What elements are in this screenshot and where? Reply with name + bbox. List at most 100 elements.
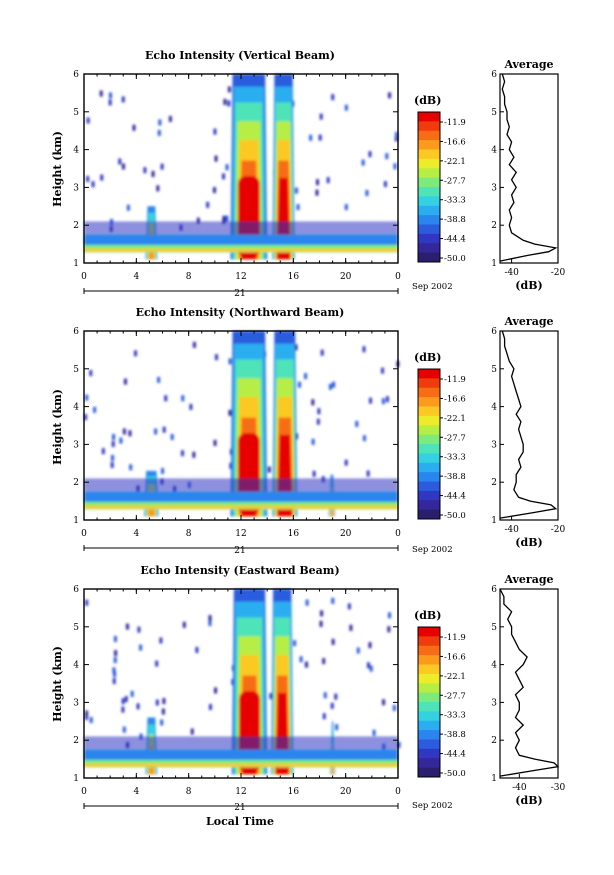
- echo-speckle: [162, 698, 166, 705]
- echo-speckle: [100, 174, 104, 181]
- echo-speckle: [356, 647, 360, 654]
- y-tick-label: 4: [73, 661, 79, 671]
- echo-speckle: [121, 163, 125, 170]
- x-tick-label: 0: [395, 529, 401, 539]
- colorbar-swatch: [418, 187, 440, 197]
- echo-speckle: [119, 437, 123, 444]
- echo-speckle: [331, 94, 335, 101]
- average-xlabel: (dB): [515, 279, 542, 292]
- echo-speckle: [305, 599, 309, 606]
- echo-layer: [84, 763, 398, 767]
- echo-speckle: [212, 187, 216, 194]
- avg-x-tick-label: -40: [504, 268, 519, 278]
- echo-speckle: [123, 378, 127, 385]
- colorbar-swatch: [418, 627, 440, 637]
- echo-speckle: [85, 710, 89, 717]
- colorbar-label: -38.8: [444, 215, 466, 225]
- y-tick-label: 5: [73, 108, 79, 118]
- colorbar-swatch: [418, 434, 440, 445]
- echo-speckle: [344, 204, 348, 211]
- month-label: Sep 2002: [412, 545, 453, 555]
- colorbar-swatch: [418, 177, 440, 188]
- echo-speckle: [112, 678, 116, 685]
- echo-speckle: [388, 92, 392, 99]
- echo-speckle: [86, 175, 90, 182]
- echo-speckle: [319, 620, 323, 627]
- echo-speckle: [121, 96, 125, 103]
- y-tick-label: 1: [73, 516, 79, 526]
- date-tick: 21: [234, 803, 245, 813]
- echo-speckle: [366, 470, 370, 477]
- avg-y-tick-label: 3: [491, 698, 497, 708]
- avg-y-tick-label: 4: [491, 146, 497, 156]
- echo-speckle: [322, 713, 326, 720]
- average-title: Average: [503, 58, 553, 71]
- echo-speckle: [323, 692, 327, 699]
- x-tick-label: 0: [395, 272, 401, 282]
- panel-title: Echo Intensity (Eastward Beam): [140, 564, 339, 577]
- echo-speckle: [112, 667, 116, 674]
- echo-speckle: [206, 201, 210, 208]
- echo-speckle: [387, 612, 391, 619]
- average-curve: [499, 588, 560, 777]
- echo-speckle: [394, 135, 398, 142]
- colorbar-label: -33.3: [444, 196, 466, 206]
- echo-speckle: [126, 204, 130, 211]
- echo-speckle: [190, 728, 194, 735]
- avg-x-tick-label: -20: [551, 268, 566, 278]
- echo-speckle: [382, 699, 386, 706]
- x-tick-label: 16: [288, 529, 300, 539]
- avg-x-tick-label: -40: [512, 783, 527, 793]
- echo-speckle: [362, 346, 366, 353]
- echo-speckle: [381, 398, 385, 405]
- colorbar-swatch: [418, 748, 440, 759]
- echo-speckle: [222, 173, 226, 180]
- echo-speckle: [228, 358, 232, 365]
- echo-speckle: [161, 467, 165, 474]
- echo-speckle: [315, 189, 319, 196]
- colorbar: (dB) -11.9 -16.6 -22.1 -27.7 -33.3 -38.8 -44.4 -…: [414, 94, 466, 264]
- echo-speckle: [118, 158, 122, 165]
- avg-y-tick-label: 4: [491, 661, 497, 671]
- colorbar-swatch: [418, 683, 440, 694]
- colorbar-label: -16.6: [444, 652, 466, 662]
- echo-speckle: [322, 658, 326, 665]
- avg-y-tick-label: 5: [491, 623, 497, 633]
- echo-speckle: [89, 717, 93, 724]
- x-tick-label: 0: [395, 787, 401, 797]
- echo-speckle: [162, 426, 166, 433]
- colorbar-label: -44.4: [444, 235, 466, 245]
- echo-speckle: [335, 724, 339, 731]
- y-tick-label: 3: [73, 698, 79, 708]
- y-tick-label: 6: [73, 70, 79, 80]
- echo-speckle: [395, 131, 399, 138]
- x-tick-label: 4: [133, 787, 139, 797]
- colorbar-swatch: [418, 481, 440, 492]
- echo-speckle: [93, 406, 97, 413]
- echo-speckle: [372, 729, 376, 736]
- echo-speckle: [89, 370, 93, 377]
- echo-speckle: [160, 163, 164, 170]
- echo-speckle: [318, 134, 322, 141]
- echo-speckle: [195, 646, 199, 653]
- average-curve: [499, 73, 558, 262]
- echo-speckle: [296, 204, 300, 211]
- colorbar-label: -22.1: [444, 414, 466, 424]
- colorbar-label: -27.7: [444, 691, 466, 701]
- echo-speckle: [121, 698, 125, 705]
- echo-speckle: [344, 104, 348, 111]
- colorbar-swatch: [418, 767, 440, 778]
- average-profile: Average 1 2 3 4 5 6 -40 -20 (dB): [491, 58, 565, 292]
- echo-speckle: [223, 98, 227, 105]
- echo-speckle: [192, 341, 196, 348]
- average-curve: [499, 330, 558, 519]
- colorbar-label: -11.9: [444, 118, 466, 128]
- colorbar-swatch: [418, 215, 440, 225]
- colorbar-swatch: [418, 158, 440, 169]
- x-tick-label: 20: [340, 787, 352, 797]
- y-axis-label: Height (km): [51, 646, 64, 722]
- echo-speckle: [159, 637, 163, 644]
- echo-speckle: [385, 396, 389, 403]
- colorbar: (dB) -11.9 -16.6 -22.1 -27.7 -33.3 -38.8 -44.4 -…: [414, 351, 466, 521]
